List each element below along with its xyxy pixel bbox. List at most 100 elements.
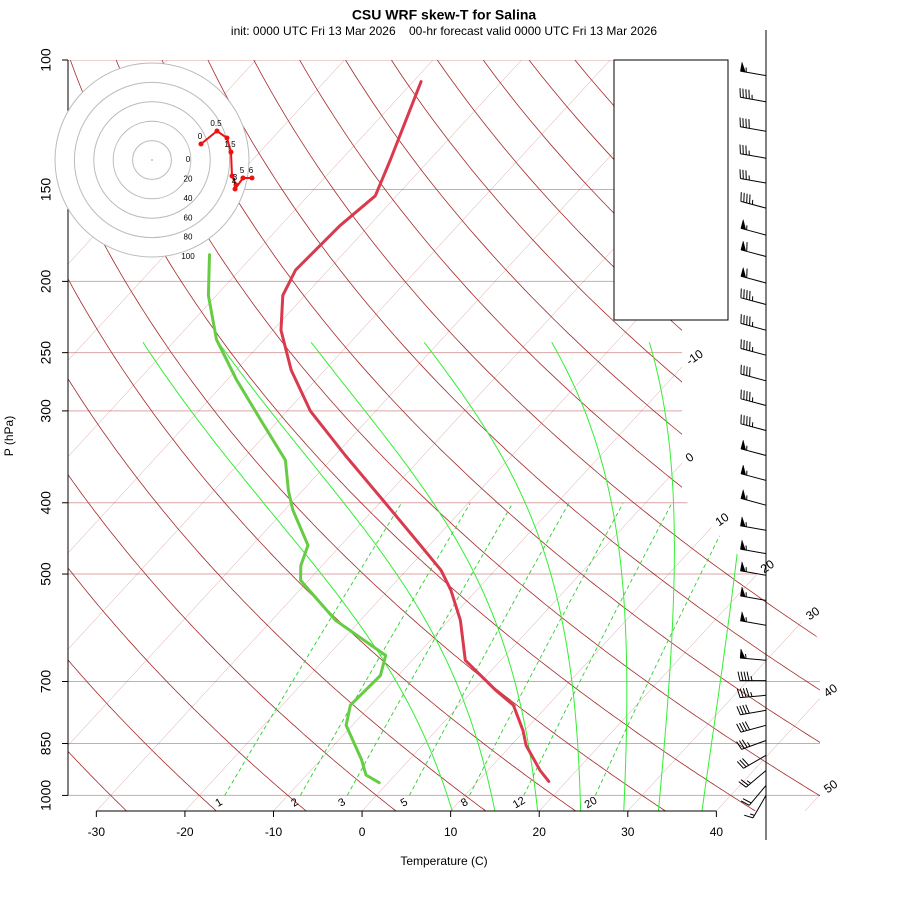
mixing-ratio-line: [300, 503, 471, 796]
hodograph-ring: [151, 159, 153, 161]
hodograph-point: [229, 173, 235, 179]
dry-adiabat: [253, 60, 820, 811]
hodograph-point: [232, 186, 238, 192]
isotherm: [68, 60, 434, 811]
barb-staff: [740, 414, 767, 431]
x-tick-label: 30: [621, 825, 635, 839]
hodograph-ring-label: 60: [184, 213, 193, 222]
barb-staff: [736, 721, 767, 733]
wind-barb: [736, 721, 767, 733]
wind-barb: [739, 169, 767, 184]
wind-barb: [740, 489, 767, 506]
wind-barb: [739, 88, 767, 103]
dry-adiabat: [68, 60, 217, 811]
wind-barb: [744, 795, 767, 819]
moist-adiabat: [648, 342, 675, 811]
dry-adiabat: [68, 60, 576, 811]
y-tick-label: 250: [38, 341, 54, 365]
wind-barb: [740, 288, 767, 305]
hodograph-point: [249, 175, 255, 181]
mixing-ratio-line: [523, 503, 673, 796]
wind-barb: [740, 364, 767, 382]
wind-barb: [736, 739, 767, 750]
barb-flag: [740, 561, 746, 573]
x-tick-label: 10: [444, 825, 458, 839]
x-tick-label: -20: [176, 825, 194, 839]
y-tick-label: 100: [38, 48, 54, 72]
hodograph-point: [224, 135, 230, 141]
isotherm: [68, 60, 699, 811]
wind-barb: [739, 648, 767, 661]
mixing-ratio-line: [224, 503, 402, 796]
barb-staff: [740, 389, 767, 406]
barb-flag: [740, 61, 746, 73]
wind-barb: [740, 464, 767, 481]
dry-adiabat: [391, 60, 820, 811]
dry-adiabat: [68, 60, 666, 811]
mixing-ratio-label: 3: [336, 796, 347, 809]
wind-barb: [740, 192, 767, 209]
barb-flag: [740, 539, 746, 551]
isotherm: [539, 60, 820, 811]
barb-staff: [740, 339, 767, 356]
info-box: [613, 59, 729, 321]
barb-flag: [740, 610, 746, 622]
barb-staff: [740, 364, 767, 382]
y-tick-label: 300: [38, 399, 54, 423]
dry-adiabat: [345, 60, 820, 811]
y-tick-label: 700: [38, 670, 54, 694]
dry-adiabat: [69, 60, 756, 811]
chart-subtitle: init: 0000 UTC Fri 13 Mar 2026 00-hr for…: [231, 24, 658, 38]
mixing-ratio-label: 1: [213, 796, 224, 809]
hodograph-ring-label: 100: [181, 252, 195, 261]
barb-staff: [739, 117, 767, 132]
x-tick-label: -10: [265, 825, 283, 839]
barb-flag: [740, 219, 747, 230]
hodograph-point: [198, 141, 204, 147]
barb-staff: [736, 704, 767, 716]
hodograph-point: [240, 175, 246, 181]
barb-flag: [740, 586, 746, 598]
wind-barb: [740, 440, 767, 456]
moist-adiabat: [551, 342, 628, 811]
mixing-ratio-line: [409, 503, 570, 796]
barb-flag: [740, 515, 746, 527]
x-tick-label: 0: [359, 825, 366, 839]
wind-barb: [740, 314, 767, 331]
barb-staff: [736, 739, 767, 750]
wind-barb: [740, 61, 767, 77]
hodograph-label: 1.5: [224, 140, 236, 149]
wind-barb: [740, 339, 767, 356]
moist-adiabat: [310, 341, 539, 811]
chart-title: CSU WRF skew-T for Salina: [352, 7, 537, 23]
barb-flag: [739, 648, 746, 659]
wind-barb: [739, 117, 767, 132]
hodograph-point: [214, 128, 220, 134]
wind-barb: [740, 240, 767, 257]
wind-barb: [740, 389, 767, 406]
wind-barb: [740, 515, 767, 531]
barb-staff: [740, 288, 767, 305]
wind-barb: [740, 561, 767, 576]
y-tick-label: 500: [38, 562, 54, 586]
mixing-ratio-line: [469, 503, 624, 796]
hodograph-label: 5: [240, 166, 245, 175]
hodograph-ring-label: 0: [186, 155, 191, 164]
wind-barb: [740, 414, 767, 431]
hodograph-ring-label: 20: [184, 175, 193, 184]
moist-adiabat: [218, 342, 496, 811]
barb-flag: [740, 464, 747, 476]
isotherm: [68, 60, 522, 811]
wind-barb: [740, 586, 767, 601]
dry-adiabat: [299, 60, 820, 811]
barb-staff: [744, 795, 767, 819]
x-axis-label: Temperature (C): [400, 854, 487, 868]
dry-adiabat: [207, 60, 820, 811]
wind-barb: [738, 770, 767, 788]
x-tick-label: 20: [533, 825, 547, 839]
hodograph-ring-label: 40: [184, 194, 193, 203]
isotherm: [68, 60, 611, 811]
y-tick-label: 150: [38, 178, 54, 202]
